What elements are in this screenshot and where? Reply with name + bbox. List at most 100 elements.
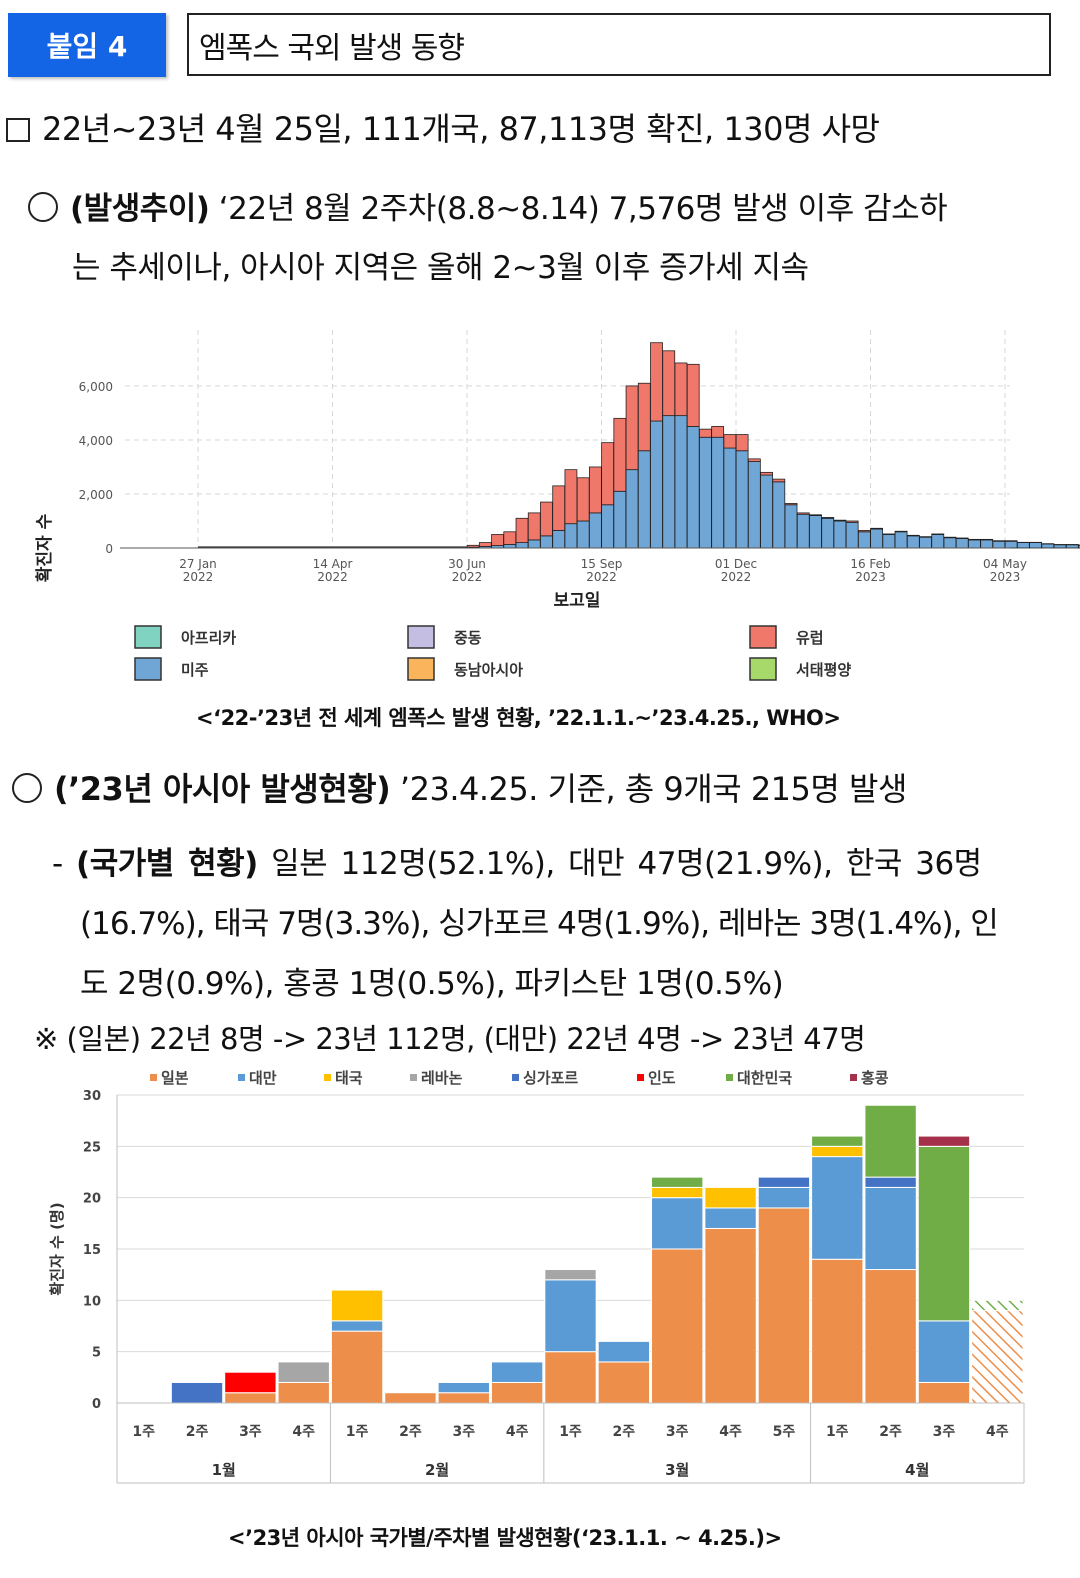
circle-bullet-icon bbox=[28, 192, 58, 222]
dash-bullet: - bbox=[52, 846, 77, 882]
who-bar-europe bbox=[943, 536, 957, 539]
asia-bar-일본 bbox=[544, 1351, 597, 1404]
who-bar-europe bbox=[870, 527, 884, 530]
asia-bar-일본 bbox=[704, 1227, 757, 1404]
asia-week-label: 3주 bbox=[933, 1424, 956, 1440]
who-bar-europe bbox=[613, 417, 627, 492]
asia-legend-label: 인도 bbox=[648, 1069, 676, 1087]
who-x-tick-year: 2022 bbox=[183, 570, 214, 584]
who-bar-americas bbox=[1029, 542, 1042, 549]
who-x-tick-label: 16 Feb bbox=[850, 557, 890, 571]
who-bar-americas bbox=[747, 461, 761, 549]
asia-bar-대만 bbox=[437, 1381, 490, 1394]
who-bar-americas bbox=[760, 474, 773, 549]
asia-bar-일본 bbox=[864, 1269, 917, 1404]
asia-month-label: 1월 bbox=[212, 1461, 236, 1479]
who-bar-americas bbox=[1004, 540, 1018, 549]
who-bar-americas bbox=[931, 534, 945, 549]
asia-y-tick-label: 25 bbox=[83, 1140, 101, 1155]
asia-legend-label: 대만 bbox=[249, 1069, 277, 1087]
asia-week-label: 3주 bbox=[452, 1424, 475, 1440]
who-x-tick-year: 2023 bbox=[990, 570, 1021, 584]
who-bar-americas bbox=[515, 542, 529, 549]
who-x-tick-year: 2022 bbox=[721, 570, 752, 584]
summary-line: 22년~23년 4월 25일, 111개국, 87,113명 확진, 130명 … bbox=[6, 104, 880, 150]
asia-bar-대한민국 bbox=[971, 1299, 1024, 1312]
who-bar-americas bbox=[503, 544, 517, 549]
asia-bar-대한민국 bbox=[917, 1145, 971, 1322]
who-bar-americas bbox=[870, 528, 884, 549]
asia-weekly-chart: 일본 대만 태국 레바논 싱가포르 인도 대한민국 홍콩 0 5 10 15 20 25 30 1주 2주 3주… bbox=[48, 1069, 1025, 1484]
who-bar-europe bbox=[845, 520, 859, 523]
country-text-3: 도 2명(0.9%), 홍콩 1명(0.5%), 파키스탄 1명(0.5%) bbox=[80, 966, 784, 1002]
who-bar-europe bbox=[735, 434, 749, 452]
who-x-tick-label: 30 Jun bbox=[448, 557, 486, 571]
asia-bar-대만 bbox=[811, 1156, 864, 1260]
asia-bar-일본 bbox=[224, 1392, 277, 1404]
who-legend-label: 중동 bbox=[454, 629, 482, 647]
who-x-tick-year: 2022 bbox=[317, 570, 348, 584]
asia-bar-일본 bbox=[757, 1207, 811, 1404]
who-bar-americas bbox=[894, 531, 908, 549]
asia-legend-swatch bbox=[150, 1074, 157, 1081]
who-x-tick-year: 2022 bbox=[586, 570, 617, 584]
asia-week-label: 3주 bbox=[239, 1424, 262, 1440]
who-bar-americas bbox=[564, 523, 578, 549]
who-bar-europe bbox=[576, 477, 590, 522]
asia-y-tick-label: 20 bbox=[83, 1192, 101, 1207]
who-bar-europe bbox=[564, 469, 578, 525]
who-bar-americas bbox=[943, 537, 957, 549]
who-bar-americas bbox=[588, 512, 602, 549]
asia-week-label: 3주 bbox=[666, 1424, 689, 1440]
asia-bar-대만 bbox=[757, 1186, 811, 1209]
asia-bar-대한민국 bbox=[864, 1104, 917, 1178]
asia-week-label: 5주 bbox=[773, 1424, 796, 1440]
who-bar-americas bbox=[809, 515, 822, 549]
asia-week-label: 4주 bbox=[986, 1424, 1009, 1440]
who-bar-europe bbox=[955, 537, 969, 539]
asia-bar-태국 bbox=[651, 1186, 704, 1199]
asia-month-label: 4월 bbox=[905, 1461, 929, 1479]
who-x-tick-label: 14 Apr bbox=[313, 557, 353, 571]
country-line-3: 도 2명(0.9%), 홍콩 1명(0.5%), 파키스탄 1명(0.5%) bbox=[80, 958, 784, 1003]
asia-week-label: 4주 bbox=[292, 1424, 315, 1440]
asia-bar-레바논 bbox=[277, 1361, 330, 1383]
who-bar-americas bbox=[527, 539, 541, 549]
who-bar-europe bbox=[466, 544, 480, 548]
asia-bar-인도 bbox=[224, 1371, 277, 1394]
who-bar-europe bbox=[515, 517, 529, 543]
asia-bar-레바논 bbox=[544, 1269, 597, 1281]
who-bar-europe bbox=[980, 538, 994, 541]
asia-bar-대한민국 bbox=[651, 1176, 704, 1188]
who-bar-europe bbox=[882, 533, 896, 535]
asia-week-label: 2주 bbox=[399, 1424, 422, 1440]
who-bar-americas bbox=[674, 415, 688, 549]
asia-week-label: 1주 bbox=[132, 1424, 155, 1440]
asia-week-label: 1주 bbox=[559, 1424, 582, 1440]
asia-bar-대만 bbox=[544, 1279, 597, 1353]
trend-text-2: 는 추세이나, 아시아 지역은 올해 2~3월 이후 증가세 지속 bbox=[72, 250, 809, 286]
who-bar-europe bbox=[894, 530, 908, 533]
who-legend-swatch bbox=[134, 625, 162, 649]
asia-week-label: 1주 bbox=[826, 1424, 849, 1440]
asia-bar-일본 bbox=[330, 1330, 384, 1404]
who-bar-americas bbox=[845, 521, 859, 549]
asia-chart-legend: 일본 대만 태국 레바논 싱가포르 인도 대한민국 홍콩 bbox=[150, 1069, 889, 1087]
who-bar-americas bbox=[735, 450, 749, 549]
who-bar-americas bbox=[723, 447, 737, 549]
who-bar-americas bbox=[968, 539, 981, 549]
who-bar-americas bbox=[662, 415, 676, 549]
asia-bar-태국 bbox=[330, 1289, 384, 1322]
who-bar-europe bbox=[747, 458, 761, 462]
asia-legend-label: 대한민국 bbox=[737, 1069, 792, 1087]
who-y-tick-label: 2,000 bbox=[79, 488, 113, 502]
who-bar-europe bbox=[625, 385, 639, 471]
who-bar-europe bbox=[931, 533, 945, 535]
who-bar-europe bbox=[857, 530, 871, 533]
who-bar-americas bbox=[625, 469, 639, 549]
who-x-tick-label: 04 May bbox=[983, 557, 1027, 571]
who-bar-americas bbox=[833, 520, 847, 549]
country-line-2: (16.7%), 태국 7명(3.3%), 싱가포르 4명(1.9%), 레바논… bbox=[80, 898, 999, 943]
asia-legend-swatch bbox=[637, 1074, 644, 1081]
asia-bar-일본 bbox=[971, 1310, 1024, 1404]
